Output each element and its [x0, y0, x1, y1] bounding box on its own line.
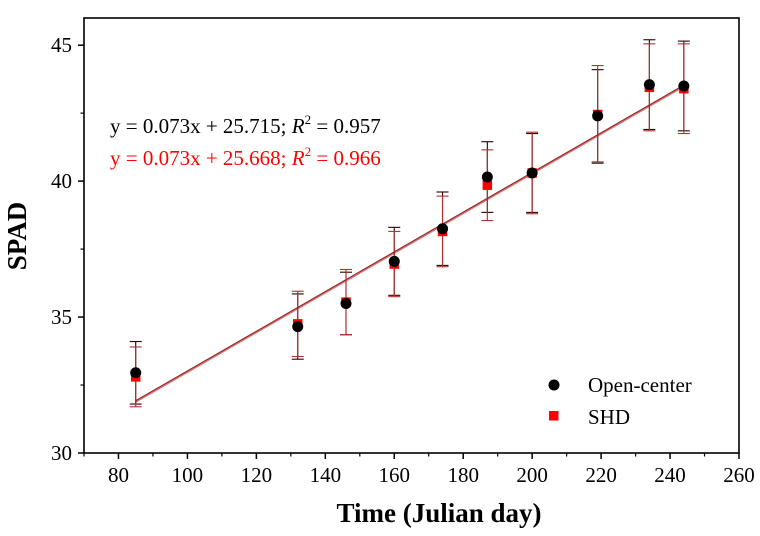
legend-marker-shd	[549, 411, 559, 421]
axis-ticks	[78, 44, 740, 459]
x-tick-label: 200	[516, 463, 548, 487]
x-tick-label: 140	[310, 463, 342, 487]
y-tick-label: 30	[51, 441, 72, 465]
fit-lines	[135, 84, 685, 403]
legend-marker-open-center	[548, 379, 560, 391]
open-center-point	[292, 321, 304, 333]
equation-open-center-r: R	[291, 114, 305, 138]
y-tick-label: 45	[51, 33, 72, 57]
equation-open-center: y = 0.073x + 25.715; R2 = 0.957	[110, 112, 381, 138]
y-tick-labels: 30 35 40 45	[51, 33, 72, 465]
x-tick-label: 260	[723, 463, 755, 487]
equation-shd-suffix: = 0.966	[311, 146, 381, 170]
fit-line-1	[135, 85, 685, 403]
shd-point	[482, 180, 493, 190]
equation-shd: y = 0.073x + 25.668; R2 = 0.966	[110, 144, 381, 170]
open-center-point	[437, 223, 449, 235]
open-center-point	[481, 171, 493, 183]
open-center-point	[130, 367, 142, 379]
open-center-point	[526, 167, 538, 179]
equation-shd-r: R	[291, 146, 305, 170]
x-tick-labels: 80 100 120 140 160 180 200 220 240 260	[108, 463, 755, 487]
legend: Open-center SHD	[548, 373, 692, 429]
x-tick-label: 160	[379, 463, 411, 487]
open-center-point	[592, 110, 604, 122]
equation-shd-prefix: y = 0.073x + 25.668;	[110, 146, 292, 170]
equation-open-center-r-power: 2	[305, 112, 312, 127]
plot-frame	[83, 17, 740, 454]
data-markers	[130, 79, 690, 382]
x-tick-label: 220	[585, 463, 617, 487]
x-tick-label: 240	[654, 463, 686, 487]
x-tick-label: 180	[447, 463, 479, 487]
open-center-point	[388, 255, 400, 267]
error-bars	[129, 39, 690, 408]
equation-open-center-prefix: y = 0.073x + 25.715;	[110, 114, 292, 138]
x-axis-title: Time (Julian day)	[336, 498, 541, 528]
fit-line-0	[135, 84, 685, 402]
y-tick-label: 40	[51, 169, 72, 193]
x-tick-label: 80	[108, 463, 129, 487]
legend-label-open-center: Open-center	[588, 373, 692, 397]
open-center-point	[643, 79, 655, 91]
x-tick-label: 120	[241, 463, 273, 487]
legend-label-shd: SHD	[588, 405, 630, 429]
x-tick-label: 100	[172, 463, 204, 487]
equation-open-center-suffix: = 0.957	[311, 114, 381, 138]
y-tick-label: 35	[51, 305, 72, 329]
open-center-point	[340, 297, 352, 309]
open-center-point	[678, 80, 690, 92]
equation-shd-r-power: 2	[305, 144, 312, 159]
y-axis-title: SPAD	[2, 202, 32, 271]
